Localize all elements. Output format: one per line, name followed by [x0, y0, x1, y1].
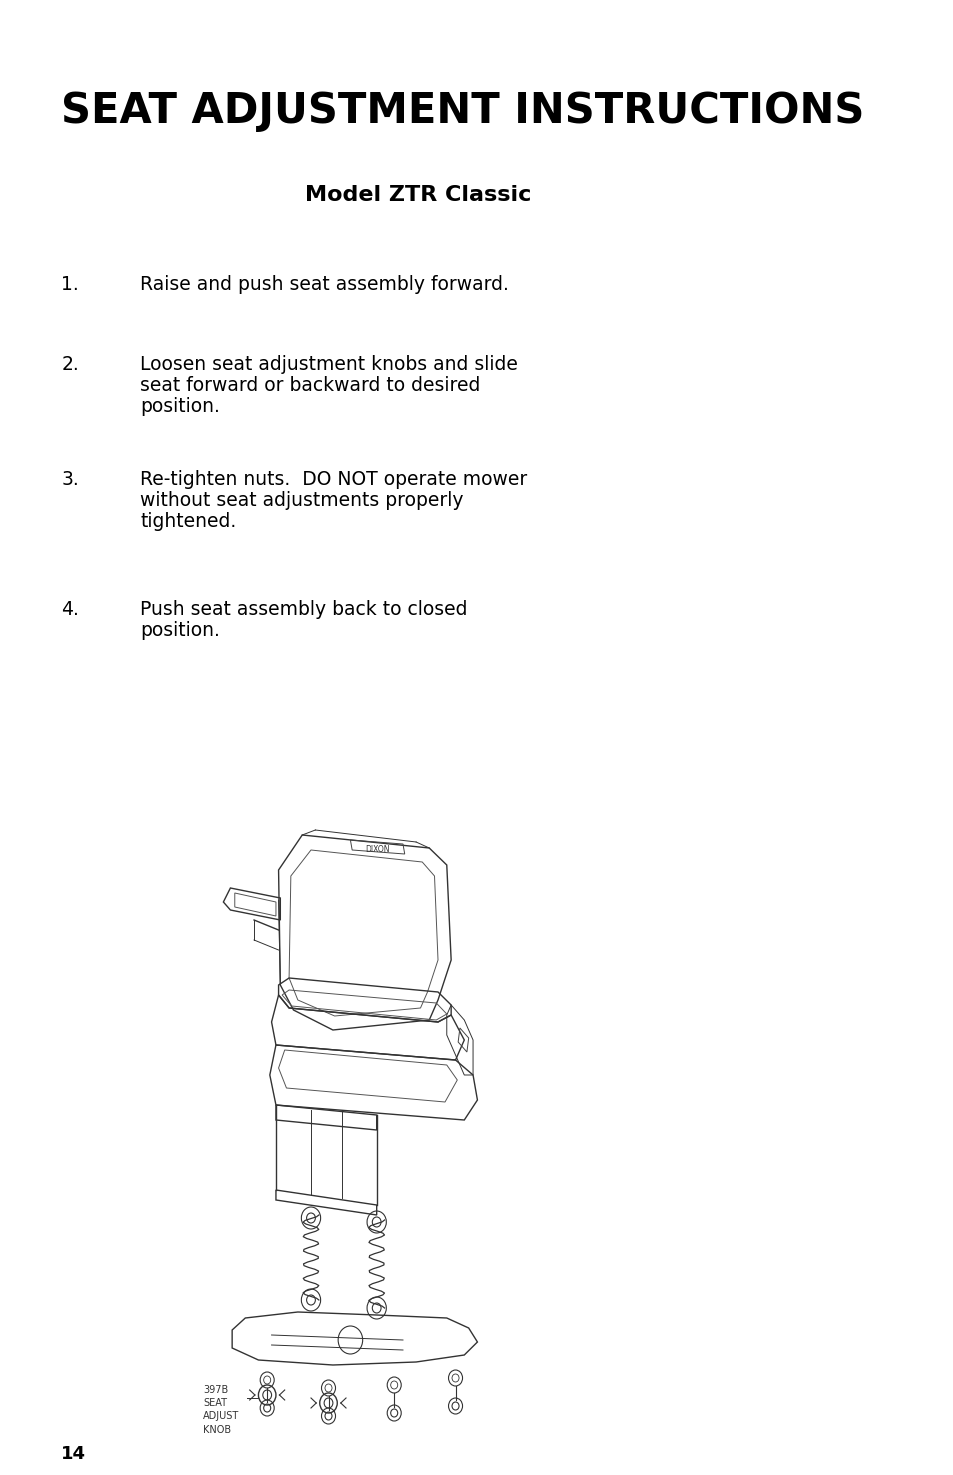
Text: Loosen seat adjustment knobs and slide: Loosen seat adjustment knobs and slide [140, 355, 517, 375]
Text: Push seat assembly back to closed: Push seat assembly back to closed [140, 600, 467, 620]
Text: Model ZTR Classic: Model ZTR Classic [304, 184, 531, 205]
Text: without seat adjustments properly: without seat adjustments properly [140, 491, 463, 510]
Text: position.: position. [140, 621, 220, 640]
Text: 4.: 4. [61, 600, 79, 620]
Text: 397B
SEAT
ADJUST
KNOB: 397B SEAT ADJUST KNOB [203, 1385, 239, 1435]
Text: tightened.: tightened. [140, 512, 236, 531]
Text: 1.: 1. [61, 274, 79, 294]
Text: 2.: 2. [61, 355, 79, 375]
Text: Re-tighten nuts.  DO NOT operate mower: Re-tighten nuts. DO NOT operate mower [140, 471, 527, 490]
Text: position.: position. [140, 397, 220, 416]
Text: 3.: 3. [61, 471, 79, 490]
Text: DIXON: DIXON [365, 845, 390, 854]
Text: SEAT ADJUSTMENT INSTRUCTIONS: SEAT ADJUSTMENT INSTRUCTIONS [61, 90, 863, 131]
Text: seat forward or backward to desired: seat forward or backward to desired [140, 376, 480, 395]
Text: 14: 14 [61, 1446, 86, 1463]
Text: Raise and push seat assembly forward.: Raise and push seat assembly forward. [140, 274, 509, 294]
